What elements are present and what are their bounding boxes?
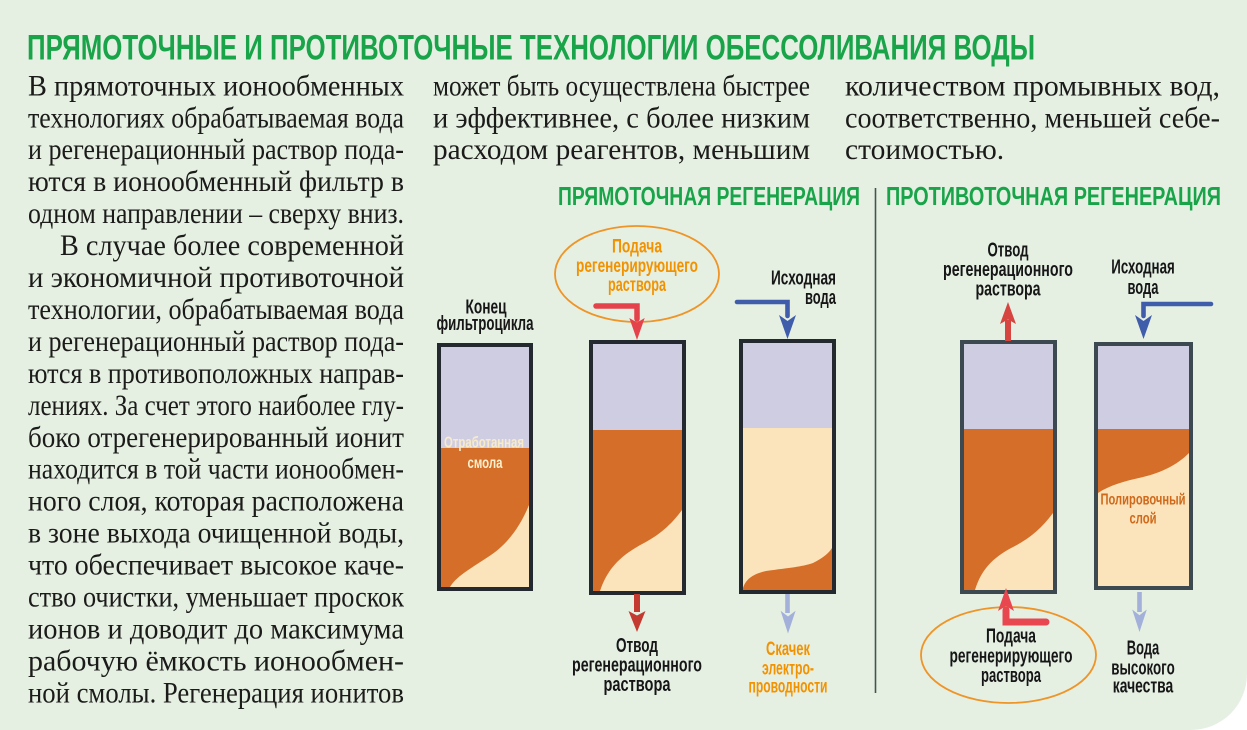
svg-text:ной смолы. Регенерация ионитов: ной смолы. Регенерация ионитов — [28, 677, 404, 709]
svg-text:высокого: высокого — [1111, 657, 1175, 679]
svg-text:ПРЯМОТОЧНЫЕ И ПРОТИВОТОЧНЫЕ ТЕ: ПРЯМОТОЧНЫЕ И ПРОТИВОТОЧНЫЕ ТЕХНОЛОГИИ О… — [27, 28, 1035, 68]
svg-text:В случае более современной: В случае более современной — [60, 230, 404, 262]
svg-text:раствора: раствора — [608, 275, 666, 296]
svg-text:вода: вода — [1128, 277, 1160, 299]
svg-text:В прямоточных ионообменных: В прямоточных ионообменных — [28, 70, 404, 102]
svg-text:расходом реагентов, меньшим: расходом реагентов, меньшим — [433, 134, 810, 166]
svg-text:ство очистки, уменьшает проско: ство очистки, уменьшает проскок — [28, 582, 405, 614]
svg-text:смола: смола — [468, 455, 503, 472]
svg-text:Отвод: Отвод — [988, 240, 1029, 262]
svg-text:и регенерационный раствор пода: и регенерационный раствор пода- — [28, 134, 404, 166]
svg-text:одном направлении – сверху вни: одном направлении – сверху вниз. — [28, 198, 404, 230]
svg-text:раствора: раствора — [604, 674, 672, 696]
svg-text:технологиях обрабатываемая вод: технологиях обрабатываемая вода — [28, 102, 404, 134]
svg-text:что обеспечивает высокое каче-: что обеспечивает высокое каче- — [28, 550, 404, 582]
svg-text:ионов и доводит до максимума: ионов и доводит до максимума — [28, 613, 404, 645]
svg-text:электро-: электро- — [762, 658, 814, 679]
svg-text:ются в противоположных направ-: ются в противоположных направ- — [28, 358, 404, 390]
svg-text:вода: вода — [805, 287, 837, 309]
svg-text:Скачек: Скачек — [766, 639, 810, 660]
svg-text:раствора: раствора — [976, 279, 1042, 301]
svg-text:регенерационного: регенерационного — [943, 259, 1073, 281]
svg-text:качества: качества — [1113, 676, 1174, 698]
svg-text:в зоне выхода очищенной воды,: в зоне выхода очищенной воды, — [28, 518, 404, 550]
svg-text:технологии, обрабатываемая вод: технологии, обрабатываемая вода — [28, 294, 404, 326]
svg-text:слой: слой — [1130, 511, 1157, 528]
svg-text:Подача: Подача — [986, 626, 1037, 648]
svg-text:боко отрегенерированный ионит: боко отрегенерированный ионит — [28, 422, 404, 454]
svg-text:регенерирующего: регенерирующего — [950, 646, 1073, 668]
svg-text:ПРОТИВОТОЧНАЯ РЕГЕНЕРАЦИЯ: ПРОТИВОТОЧНАЯ РЕГЕНЕРАЦИЯ — [886, 181, 1221, 211]
svg-text:лениях. За счет этого наиболее: лениях. За счет этого наиболее глу- — [28, 390, 404, 422]
svg-text:ПРЯМОТОЧНАЯ РЕГЕНЕРАЦИЯ: ПРЯМОТОЧНАЯ РЕГЕНЕРАЦИЯ — [558, 181, 860, 211]
svg-text:ного слоя, которая расположена: ного слоя, которая расположена — [28, 486, 404, 518]
svg-text:раствора: раствора — [981, 665, 1042, 687]
svg-text:Отработанная: Отработанная — [444, 435, 524, 452]
svg-text:Исходная: Исходная — [1111, 257, 1175, 279]
svg-text:Конец: Конец — [466, 297, 507, 319]
svg-text:Подача: Подача — [612, 237, 662, 258]
svg-text:Исходная: Исходная — [771, 268, 836, 290]
svg-text:и экономичной противоточной: и экономичной противоточной — [28, 262, 404, 294]
svg-text:Вода: Вода — [1127, 638, 1160, 660]
svg-text:может быть осуществлена быстре: может быть осуществлена быстрее — [433, 70, 810, 102]
svg-text:и регенерационный раствор пода: и регенерационный раствор пода- — [28, 326, 404, 358]
svg-text:фильтроцикла: фильтроцикла — [437, 313, 535, 335]
svg-text:ются в ионообменный фильтр в: ются в ионообменный фильтр в — [28, 166, 404, 198]
svg-text:и эффективнее, с более низким: и эффективнее, с более низким — [433, 102, 810, 134]
svg-text:рабочую ёмкость ионообмен-: рабочую ёмкость ионообмен- — [28, 645, 404, 677]
svg-text:регенерирующего: регенерирующего — [576, 256, 698, 277]
svg-text:регенерационного: регенерационного — [572, 655, 702, 677]
svg-text:Отвод: Отвод — [616, 635, 658, 657]
svg-text:количеством промывных вод,: количеством промывных вод, — [845, 70, 1220, 102]
svg-text:соответственно, меньшей себе-: соответственно, меньшей себе- — [845, 102, 1220, 134]
svg-text:проводности: проводности — [749, 677, 828, 698]
svg-text:стоимостью.: стоимостью. — [845, 134, 1004, 166]
svg-text:находится в той части ионообме: находится в той части ионообмен- — [28, 454, 404, 486]
svg-text:Полировочный: Полировочный — [1101, 492, 1186, 509]
